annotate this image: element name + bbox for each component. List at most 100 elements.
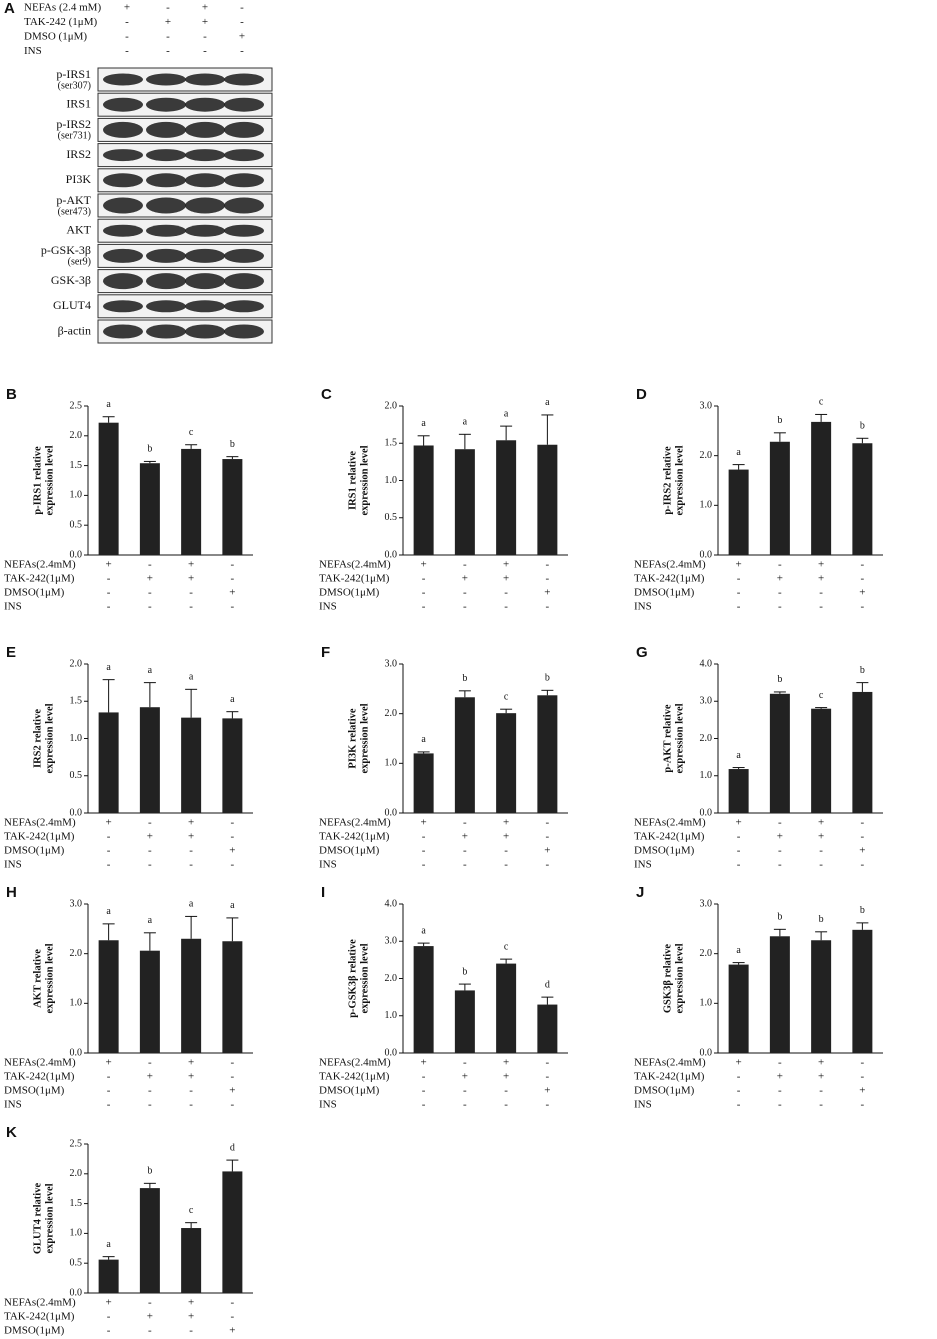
blot-band [103,273,143,290]
treatment-label: NEFAs(2.4mM) [634,1057,706,1069]
y-tick-label: 2.0 [385,708,398,719]
bar [181,938,202,1053]
treatment-label: INS [4,601,22,613]
blot-band [103,224,143,237]
treatment-sign: + [421,1057,427,1069]
treatment-sign: - [189,587,193,599]
y-axis-title: expression level [44,703,55,773]
treatment-label: TAK-242(1μM) [4,831,75,843]
treatment-label: NEFAs(2.4mM) [634,817,706,829]
treatment-sign: + [188,1297,194,1309]
treatment-sign: - [861,1099,865,1111]
treatment-sign: + [229,1325,235,1337]
treatment-sign: - [148,559,152,571]
error-bar [773,432,786,442]
error-bar [732,464,745,470]
treatment-sign: + [503,1057,509,1069]
y-axis-title: expression level [44,445,55,515]
treatment-label: INS [634,601,652,613]
treatment-sign: - [778,601,782,613]
significance-letter: b [147,1166,152,1177]
treatment-label: INS [4,1099,22,1111]
treatment-sign: + [736,817,742,829]
treatment-sign: - [189,1099,193,1111]
treatment-sign: - [148,817,152,829]
treatment-sign: - [778,559,782,571]
error-bar [541,996,554,1005]
treatment-sign: - [107,859,111,871]
treatment-label: DMSO(1μM) [319,587,380,599]
treatment-sign: - [778,845,782,857]
bar [496,713,517,813]
treatment-label: INS [4,859,22,871]
treatment-sign: - [463,559,467,571]
treatment-sign: + [188,1311,194,1323]
blot-band [224,149,264,162]
blot-site: (ser731) [58,131,91,142]
blot-band [224,273,264,290]
blot-band [224,324,264,339]
treatment-sign: + [229,587,235,599]
bar [769,441,790,555]
bar [728,469,749,555]
significance-letter: a [736,750,741,761]
bar [496,440,517,555]
treatment-label: NEFAs(2.4mM) [319,559,391,571]
error-bar [143,932,156,951]
significance-letter: b [860,421,865,432]
treatment-sign: - [422,573,426,585]
treatment-label: DMSO(1μM) [319,845,380,857]
treatment-sign: - [203,45,207,57]
treatment-sign: + [147,1071,153,1083]
y-axis-title: expression level [44,1183,55,1253]
significance-letter: c [189,427,194,438]
bar [222,718,243,813]
treatment-sign: + [188,831,194,843]
treatment-label: INS [319,1099,337,1111]
error-bar [185,444,198,449]
y-axis-title: expression level [674,943,685,1013]
error-bar [143,1182,156,1189]
bar [811,708,832,813]
treatment-label: INS [319,601,337,613]
treatment-sign: - [107,1325,111,1337]
treatment-label: TAK-242(1μM) [4,1071,75,1083]
blot-band [146,300,186,313]
significance-letter: a [545,397,550,408]
treatment-sign: - [819,859,823,871]
error-bar [500,708,513,714]
significance-letter: b [545,673,550,684]
treatment-sign: + [229,845,235,857]
blot-band [224,224,264,237]
treatment-sign: - [546,1071,550,1083]
blot-band [146,173,186,188]
bar [728,769,749,813]
treatment-sign: + [421,817,427,829]
treatment-label: DMSO(1μM) [319,1085,380,1097]
error-bar [143,460,156,464]
y-tick-label: 0.0 [700,1047,713,1058]
y-axis-title: IRS2 relative [32,709,43,768]
error-bar [185,1222,198,1229]
treatment-sign: - [504,1099,508,1111]
significance-letter: b [819,914,824,925]
blot-band [103,173,143,188]
panel-label: K [6,1124,17,1141]
y-axis-title: GLUT4 relative [32,1183,43,1255]
treatment-label: DMSO(1μM) [4,1325,65,1337]
y-tick-label: 2.0 [70,948,83,959]
error-bar [856,922,869,930]
treatment-label: INS [319,859,337,871]
treatment-sign: - [737,859,741,871]
blot-band [185,273,225,290]
y-tick-label: 1.0 [70,490,83,501]
treatment-sign: - [422,601,426,613]
bar [139,1188,160,1293]
error-bar [185,688,198,718]
blot-band [224,248,264,263]
treatment-label: INS [634,859,652,871]
y-tick-label: 3.0 [70,898,83,909]
y-axis-title: PI3K relative [347,708,358,769]
treatment-sign: + [462,573,468,585]
significance-letter: b [462,673,467,684]
